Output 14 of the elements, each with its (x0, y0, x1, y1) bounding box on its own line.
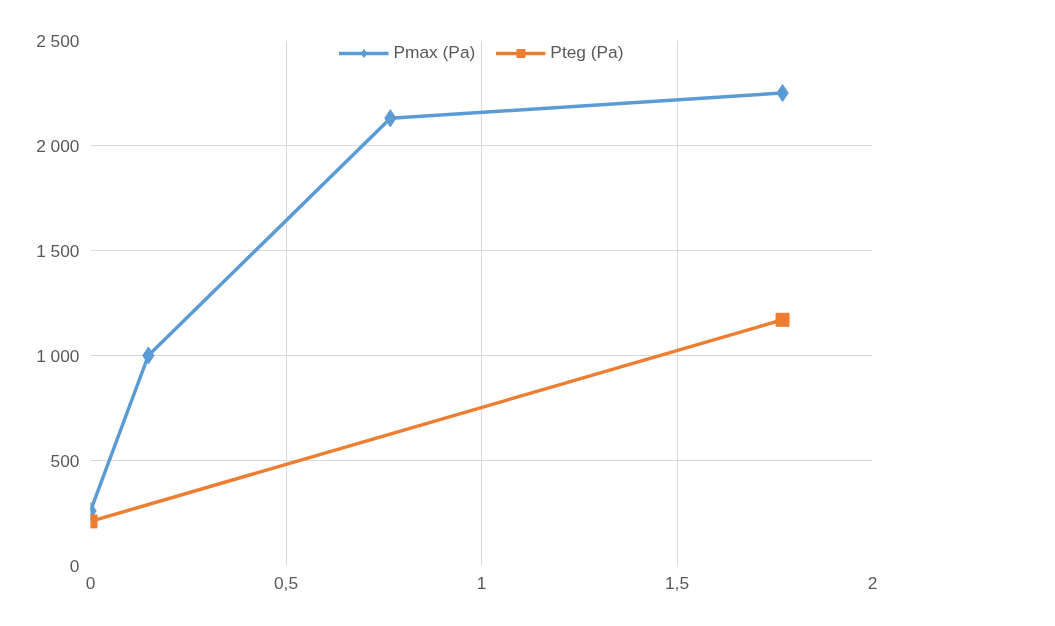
x-tick-label: 0 (85, 572, 96, 593)
y-tick-label: 500 (50, 450, 80, 471)
y-tick-label: 2 000 (36, 135, 80, 156)
point (776, 84, 789, 102)
y-tick-label: 1 500 (36, 240, 80, 261)
y-tick-label: 2 500 (36, 30, 80, 51)
legend-label: Pmax (Pa) (393, 42, 476, 63)
x-tick-label: 1,5 (664, 572, 690, 593)
x-tick-label: 2 (867, 572, 878, 593)
legend-label: Pteg (Pa) (550, 42, 624, 63)
x-tick-label: 0,5 (273, 572, 299, 593)
y-tick-label: 1 000 (36, 345, 80, 366)
x-tick-label: 1 (476, 572, 487, 593)
y-tick-label: 0 (69, 555, 80, 576)
